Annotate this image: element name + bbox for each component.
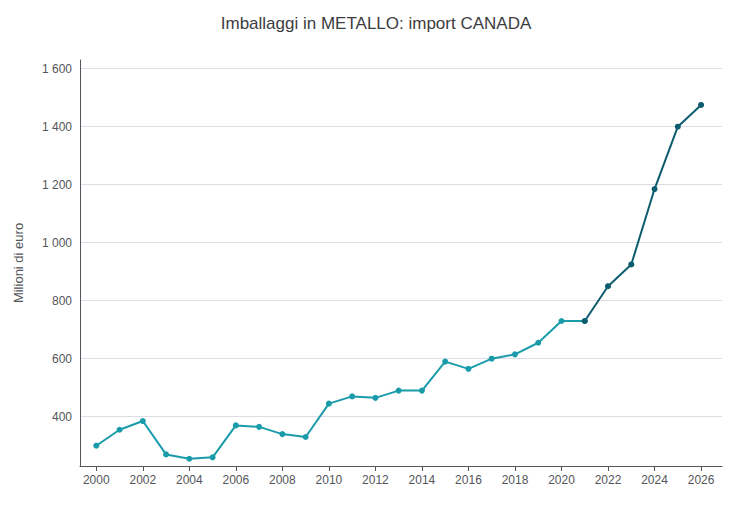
svg-text:2024: 2024 xyxy=(641,473,668,487)
svg-text:2004: 2004 xyxy=(176,473,203,487)
svg-text:1 600: 1 600 xyxy=(42,62,72,76)
svg-text:2000: 2000 xyxy=(83,473,110,487)
svg-text:2020: 2020 xyxy=(548,473,575,487)
svg-text:Imballaggi in METALLO: import: Imballaggi in METALLO: import CANADA xyxy=(221,14,532,33)
svg-text:2012: 2012 xyxy=(362,473,389,487)
svg-text:Milioni di euro: Milioni di euro xyxy=(11,223,26,303)
svg-text:2002: 2002 xyxy=(129,473,156,487)
svg-text:1 400: 1 400 xyxy=(42,120,72,134)
svg-text:800: 800 xyxy=(52,294,72,308)
svg-text:2016: 2016 xyxy=(455,473,482,487)
svg-text:400: 400 xyxy=(52,410,72,424)
svg-text:2010: 2010 xyxy=(316,473,343,487)
svg-text:1 000: 1 000 xyxy=(42,236,72,250)
svg-text:2018: 2018 xyxy=(502,473,529,487)
svg-text:2026: 2026 xyxy=(688,473,715,487)
svg-text:1 200: 1 200 xyxy=(42,178,72,192)
svg-text:2014: 2014 xyxy=(409,473,436,487)
svg-text:2006: 2006 xyxy=(222,473,249,487)
svg-text:600: 600 xyxy=(52,352,72,366)
svg-text:2008: 2008 xyxy=(269,473,296,487)
svg-text:2022: 2022 xyxy=(595,473,622,487)
